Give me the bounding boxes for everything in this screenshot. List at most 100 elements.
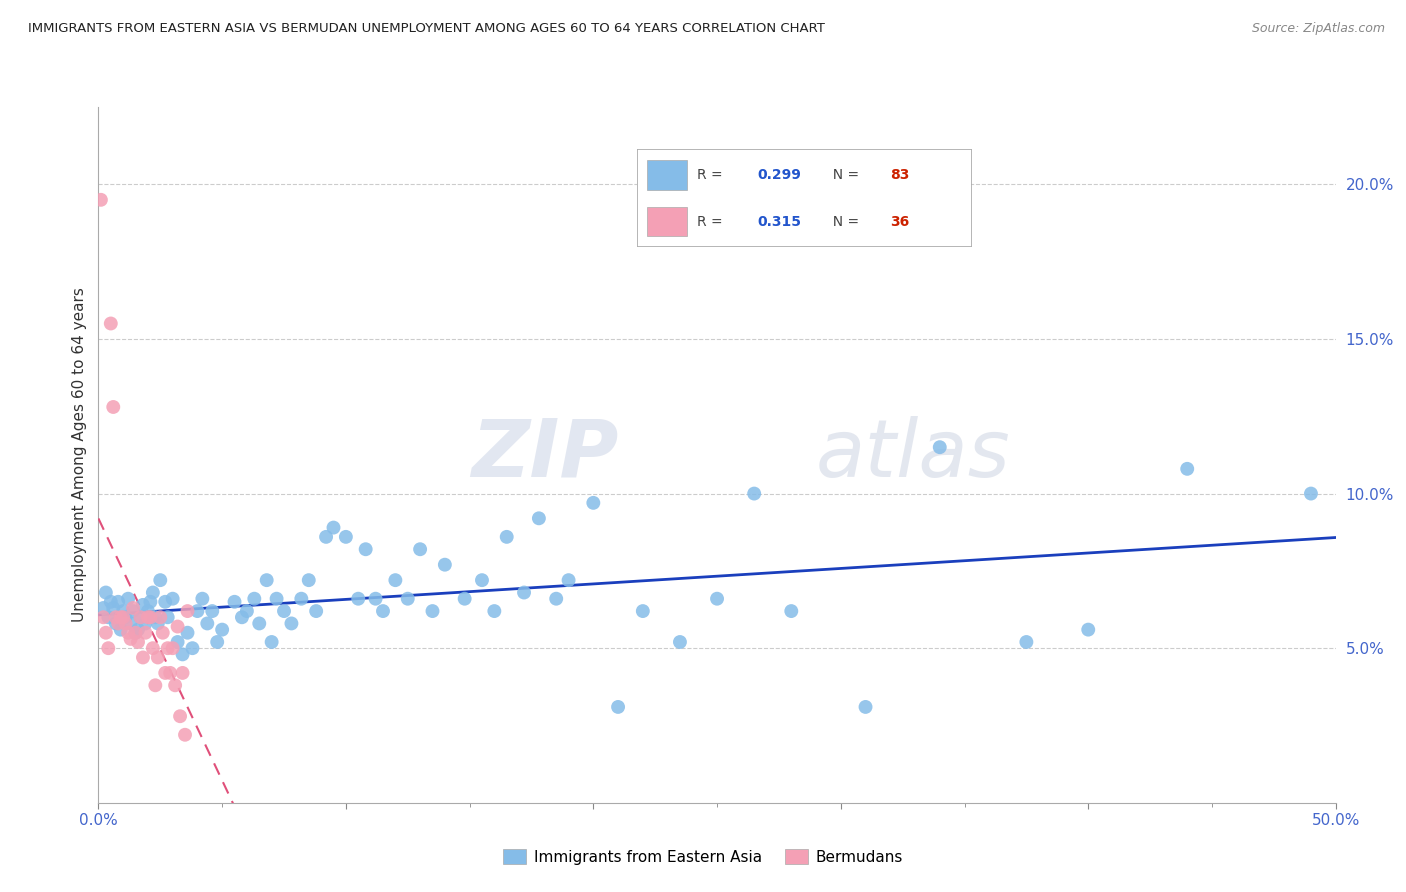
Point	[155, 595, 177, 609]
Legend: Immigrants from Eastern Asia, Bermudans: Immigrants from Eastern Asia, Bermudans	[498, 843, 908, 871]
Point	[1299, 486, 1322, 500]
Text: Source: ZipAtlas.com: Source: ZipAtlas.com	[1251, 22, 1385, 36]
Point	[780, 604, 803, 618]
Point	[152, 625, 174, 640]
Point	[557, 573, 579, 587]
Point	[139, 595, 162, 609]
Point	[159, 665, 181, 680]
Point	[347, 591, 370, 606]
Point	[104, 616, 127, 631]
Point	[93, 601, 115, 615]
Point	[315, 530, 337, 544]
Point	[104, 610, 127, 624]
Point	[335, 530, 357, 544]
Point	[495, 530, 517, 544]
Point	[236, 604, 259, 618]
Point	[90, 193, 112, 207]
Point	[110, 610, 132, 624]
Point	[117, 591, 139, 606]
Point	[142, 585, 165, 599]
Point	[607, 700, 630, 714]
Point	[256, 573, 278, 587]
Point	[273, 604, 295, 618]
Point	[94, 585, 117, 599]
Point	[93, 610, 115, 624]
Point	[143, 610, 166, 624]
Point	[186, 604, 208, 618]
Point	[129, 610, 152, 624]
Point	[205, 635, 228, 649]
Point	[112, 610, 135, 624]
Point	[124, 625, 146, 640]
Point	[169, 709, 191, 723]
Point	[471, 573, 494, 587]
Point	[124, 625, 146, 640]
Point	[97, 641, 120, 656]
Y-axis label: Unemployment Among Ages 60 to 64 years: Unemployment Among Ages 60 to 64 years	[72, 287, 87, 623]
Point	[149, 573, 172, 587]
Point	[122, 601, 145, 615]
Point	[546, 591, 568, 606]
Point	[114, 610, 136, 624]
Point	[103, 400, 125, 414]
Point	[107, 595, 129, 609]
Point	[122, 604, 145, 618]
Point	[176, 625, 198, 640]
Point	[162, 641, 184, 656]
Point	[114, 616, 136, 631]
Point	[742, 486, 765, 500]
Point	[143, 678, 166, 692]
Point	[165, 678, 187, 692]
Point	[396, 591, 419, 606]
Point	[364, 591, 387, 606]
Point	[928, 440, 950, 454]
Point	[132, 650, 155, 665]
Point	[117, 625, 139, 640]
Point	[211, 623, 233, 637]
Point	[129, 610, 152, 624]
Point	[298, 573, 321, 587]
Point	[322, 520, 344, 534]
Point	[354, 542, 377, 557]
Point	[631, 604, 654, 618]
Point	[156, 610, 179, 624]
Point	[181, 641, 204, 656]
Point	[195, 616, 218, 631]
Point	[1015, 635, 1038, 649]
Point	[103, 601, 125, 615]
Point	[371, 604, 394, 618]
Point	[513, 585, 536, 599]
Point	[290, 591, 312, 606]
Text: atlas: atlas	[815, 416, 1011, 494]
Point	[201, 604, 224, 618]
Point	[127, 623, 149, 637]
Point	[120, 616, 142, 631]
Point	[166, 619, 188, 633]
Point	[139, 610, 162, 624]
Point	[107, 616, 129, 631]
Text: IMMIGRANTS FROM EASTERN ASIA VS BERMUDAN UNEMPLOYMENT AMONG AGES 60 TO 64 YEARS : IMMIGRANTS FROM EASTERN ASIA VS BERMUDAN…	[28, 22, 825, 36]
Point	[146, 616, 169, 631]
Point	[247, 616, 270, 631]
Point	[484, 604, 506, 618]
Point	[384, 573, 406, 587]
Point	[149, 610, 172, 624]
Point	[243, 591, 266, 606]
Point	[112, 604, 135, 618]
Point	[155, 665, 177, 680]
Point	[422, 604, 444, 618]
Point	[136, 610, 159, 624]
Point	[110, 623, 132, 637]
Point	[224, 595, 246, 609]
Point	[100, 317, 122, 331]
Point	[132, 598, 155, 612]
Point	[100, 595, 122, 609]
Point	[855, 700, 877, 714]
Point	[166, 635, 188, 649]
Point	[706, 591, 728, 606]
Point	[305, 604, 328, 618]
Point	[1077, 623, 1099, 637]
Point	[409, 542, 432, 557]
Point	[174, 728, 197, 742]
Point	[266, 591, 288, 606]
